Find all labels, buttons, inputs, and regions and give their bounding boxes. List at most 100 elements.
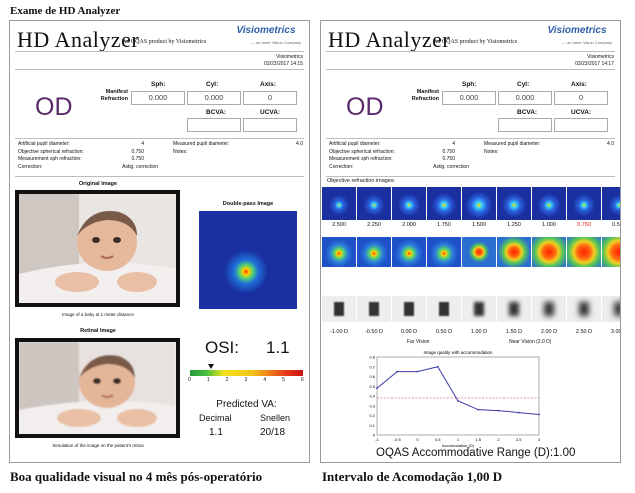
retinal-heatmap — [567, 237, 601, 267]
optotype-e — [439, 302, 449, 316]
visiometrics-logo: Visiometrics — an Ioner Vision Company — [542, 25, 612, 47]
optotype-image — [322, 296, 356, 322]
axis-label: Axis: — [571, 81, 587, 88]
obj-sph-value: 0.750 — [131, 148, 144, 155]
objective-value: 1.750 — [437, 222, 451, 228]
bcva-field[interactable] — [187, 118, 241, 132]
meas-pupil-label: Measured pupil diameter: — [484, 141, 541, 147]
cyl-field[interactable]: 0.000 — [498, 91, 552, 105]
x-tick-label: 2.5 — [516, 437, 522, 442]
cyl-label: Cyl: — [206, 81, 219, 88]
header-divider — [326, 51, 615, 52]
sph-field[interactable]: 0.000 — [442, 91, 496, 105]
optotype-e — [579, 302, 589, 316]
report-left: HD Analyzer An OQAS product by Visiometr… — [9, 20, 310, 463]
meas-sph-label: Measurement sph refraction: — [329, 156, 393, 162]
far-vision-label: Far Vision — [407, 339, 430, 345]
original-image-title: Original Image — [78, 181, 118, 187]
accommodation-value: 3.00 D — [610, 329, 621, 335]
sph-field[interactable]: 0.000 — [131, 91, 185, 105]
optotype-e — [614, 302, 620, 316]
manifest-label: Manifest Refraction — [100, 89, 128, 102]
x-tick-label: -1 — [375, 437, 379, 442]
bcva-label: BCVA: — [517, 109, 538, 116]
bcva-field[interactable] — [498, 118, 552, 132]
app-title: HD Analyzer — [328, 27, 451, 52]
objective-value: 1.000 — [542, 222, 556, 228]
meas-pupil-value: 4.0 — [607, 141, 614, 147]
snellen-label: Snellen — [260, 413, 291, 423]
objective-refraction-image — [532, 187, 566, 220]
accommodation-value: 2.50 D — [575, 329, 593, 335]
objective-refraction-image — [567, 187, 601, 220]
figure-title: Exame de HD Analyzer — [10, 5, 121, 17]
objective-refraction-image — [392, 187, 426, 220]
x-tick-label: 0 — [416, 437, 419, 442]
pupil-notes: Measured pupil diameter: 4.0 Notes: — [173, 141, 303, 156]
header-divider — [15, 51, 304, 52]
chart-title: Image quality with accommodation — [423, 350, 493, 355]
report-right: HD Analyzer An OQAS product by Visiometr… — [320, 20, 621, 463]
x-tick-label: 3 — [538, 437, 541, 442]
data-point — [538, 413, 540, 416]
notes-label: Notes: — [484, 148, 499, 155]
logo-text: Visiometrics — [547, 25, 607, 36]
osi-scale-tick: 3 — [244, 377, 248, 383]
y-tick-label: 0.5 — [369, 384, 375, 389]
info-divider — [15, 69, 304, 70]
accommodation-value: -1.00 D — [329, 329, 349, 335]
axis-field[interactable]: 0 — [243, 91, 297, 105]
y-tick-label: 0.2 — [369, 413, 375, 418]
retinal-heatmap — [462, 237, 496, 267]
accommodation-value: -0.50 D — [364, 329, 384, 335]
optotype-row — [322, 296, 620, 322]
app-pupil-value: 4 — [452, 141, 455, 147]
ucva-field[interactable] — [554, 118, 608, 132]
osi-scale-tick: 5 — [282, 377, 285, 383]
double-pass-title: Double-pass Image — [222, 201, 274, 207]
refraction-divider — [326, 138, 615, 139]
axis-field[interactable]: 0 — [554, 91, 608, 105]
objective-image-row — [322, 187, 620, 220]
osi-scale-bar — [190, 370, 303, 376]
eye-label: OD — [35, 93, 73, 121]
data-point — [416, 370, 419, 373]
osi-scale-tick: 2 — [225, 377, 229, 383]
data-point — [457, 399, 459, 402]
meas-pupil-label: Measured pupil diameter: — [173, 141, 230, 147]
optotype-e — [474, 302, 484, 316]
optotype-image — [532, 296, 566, 322]
objective-value: 2.000 — [402, 222, 416, 228]
cyl-field[interactable]: 0.000 — [187, 91, 241, 105]
objective-value: 0.500 — [612, 222, 620, 228]
cyl-label: Cyl: — [517, 81, 530, 88]
data-point — [497, 409, 500, 412]
y-tick-label: 0 — [373, 433, 376, 438]
snellen-value: 20/18 — [260, 427, 286, 438]
retinal-heatmap — [602, 237, 620, 267]
objective-refraction-image — [602, 187, 620, 220]
visiometrics-logo: Visiometrics — an Ioner Vision Company — [231, 25, 301, 47]
accommodation-value: 1.50 D — [505, 329, 523, 335]
refraction-divider — [15, 138, 304, 139]
ucva-field[interactable] — [243, 118, 297, 132]
datetime: 03/23/2017 14:15 — [264, 61, 303, 67]
osi-value: 1.1 — [266, 338, 290, 357]
axis-label: Axis: — [260, 81, 276, 88]
app-pupil-label: Artificial pupil diameter: — [329, 141, 381, 147]
y-tick-label: 0.4 — [369, 394, 375, 399]
y-tick-label: 0.8 — [369, 355, 375, 360]
obj-sph-value: 0.750 — [442, 148, 455, 155]
pupil-notes: Measured pupil diameter: 4.0 Notes: — [484, 141, 614, 156]
objective-refraction-image — [497, 187, 531, 220]
data-point — [517, 411, 520, 414]
accommodation-value: 0.00 D — [400, 329, 418, 335]
optotype-image — [462, 296, 496, 322]
retinal-heatmap — [392, 237, 426, 267]
logo-subtext: — an Ioner Vision Company — [562, 40, 612, 45]
params-divider — [326, 176, 615, 177]
obj-sph-label: Objective spherical refraction: — [18, 148, 84, 155]
optotype-image — [392, 296, 426, 322]
obj-sph-label: Objective spherical refraction: — [329, 148, 395, 155]
ucva-label: UCVA: — [571, 109, 592, 116]
